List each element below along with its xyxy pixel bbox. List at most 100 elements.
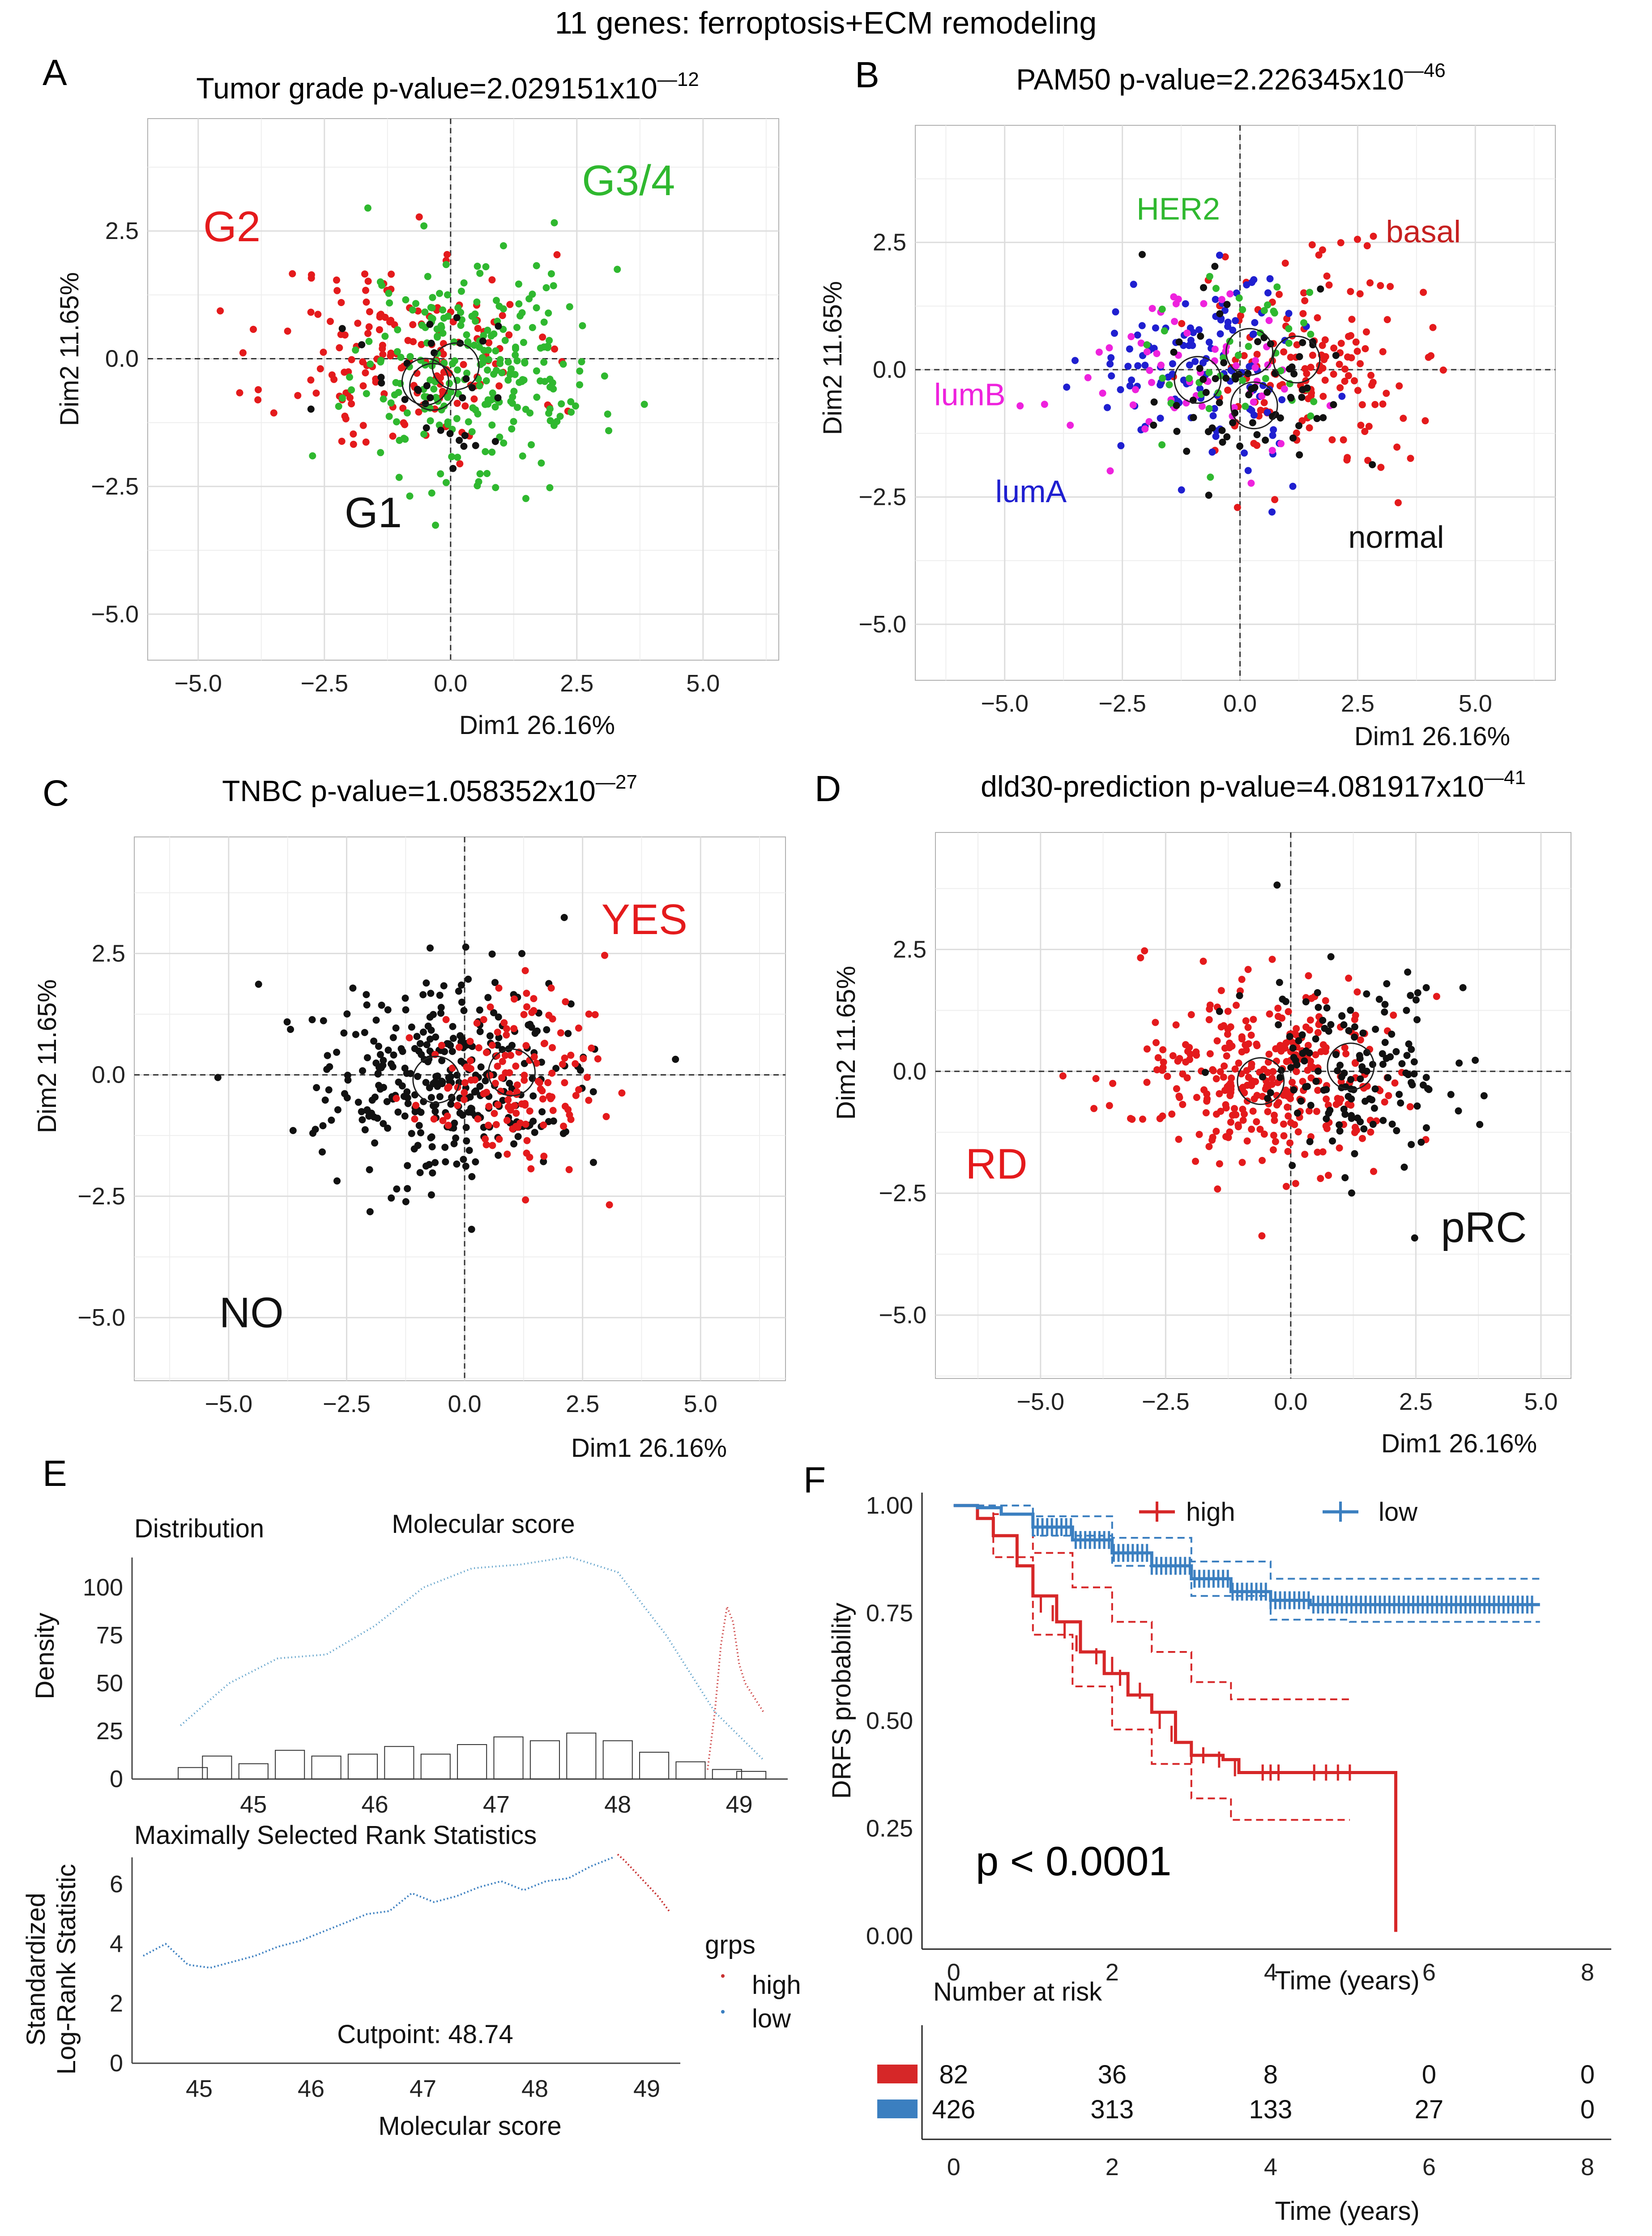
point-rd — [1238, 1035, 1246, 1043]
point-no — [467, 1105, 475, 1112]
point-no — [445, 1074, 452, 1081]
point-prc — [1397, 1099, 1404, 1107]
point-her2 — [1239, 376, 1246, 384]
point-g2 — [336, 344, 343, 351]
point-rd — [1192, 1048, 1200, 1056]
point-normal — [1317, 285, 1324, 293]
point-basal — [1330, 344, 1338, 352]
point-g34 — [558, 400, 565, 408]
point-prc — [1347, 1007, 1354, 1014]
panel-a-scatter: Tumor grade p-value=2.029151x10—12 −5.0 −2… — [55, 68, 779, 740]
point-lumb — [1016, 402, 1024, 410]
point-yes — [492, 1121, 500, 1128]
point-yes — [485, 1122, 492, 1129]
point-normal — [1202, 388, 1210, 396]
point-rd — [1280, 1132, 1288, 1139]
point-basal — [1321, 376, 1329, 384]
point-rd — [1245, 1040, 1252, 1048]
point-prc — [1384, 1074, 1392, 1081]
histogram-bin — [311, 1755, 341, 1779]
point-rd — [1231, 1105, 1238, 1112]
point-prc — [1402, 1069, 1410, 1077]
legend-label-high: high — [1186, 1498, 1235, 1527]
point-g2 — [342, 389, 350, 397]
point-lumb — [1211, 346, 1219, 353]
group-label: lumA — [995, 474, 1067, 509]
point-basal — [1309, 351, 1316, 359]
point-luma — [1134, 331, 1141, 339]
point-rd — [1217, 1108, 1225, 1115]
point-prc — [1336, 1127, 1344, 1135]
point-basal — [1361, 428, 1369, 435]
point-no — [388, 1060, 395, 1068]
x-tick-label: −2.5 — [300, 670, 348, 697]
point-prc — [1408, 1141, 1415, 1148]
point-lumb — [1268, 447, 1276, 454]
point-no — [404, 1185, 411, 1192]
point-basal — [1377, 282, 1384, 290]
point-yes — [585, 1097, 593, 1104]
point-prc — [1472, 1057, 1479, 1064]
y-tick-label: 2.5 — [893, 936, 926, 963]
x-axis-label: Dim1 26.16% — [1381, 1429, 1537, 1458]
point-yes — [475, 1044, 482, 1052]
point-rd — [1381, 1098, 1388, 1106]
point-yes — [523, 1003, 530, 1011]
point-prc — [1336, 1062, 1344, 1069]
point-prc — [1392, 1048, 1400, 1055]
point-prc — [1459, 984, 1467, 991]
point-normal — [1173, 402, 1180, 409]
point-luma — [1180, 376, 1187, 384]
point-g34 — [309, 452, 316, 460]
point-lumb — [1277, 440, 1285, 448]
point-prc — [1455, 1107, 1462, 1115]
point-prc — [1338, 1012, 1346, 1020]
point-prc — [1396, 1091, 1403, 1098]
point-no — [372, 1016, 380, 1024]
legend-label-high: high — [752, 1971, 801, 2000]
point-rd — [1342, 1050, 1350, 1058]
point-rd — [1227, 1080, 1234, 1087]
risk-table-x-tick: 0 — [947, 2154, 960, 2181]
point-yes — [527, 1165, 535, 1173]
point-her2 — [1270, 307, 1277, 315]
point-luma — [1250, 330, 1257, 338]
point-g34 — [568, 408, 575, 416]
point-luma — [1189, 341, 1196, 349]
point-g34 — [519, 452, 526, 460]
y-tick-label: 0.25 — [866, 1815, 913, 1842]
point-rd — [1336, 1144, 1343, 1152]
point-yes — [544, 1079, 552, 1086]
point-no — [319, 1122, 327, 1130]
y-tick-label: 2.5 — [105, 218, 139, 244]
point-no — [453, 1160, 461, 1168]
point-her2 — [1273, 283, 1281, 291]
point-normal — [1216, 399, 1223, 406]
point-g2 — [440, 350, 447, 358]
point-basal — [1358, 401, 1366, 409]
point-rd — [1244, 1024, 1252, 1031]
point-g2 — [284, 327, 291, 335]
point-prc — [1381, 1039, 1389, 1046]
point-rd — [1248, 1060, 1255, 1068]
centroid-ellipse — [1327, 1042, 1375, 1091]
point-no — [543, 1026, 551, 1033]
point-g2 — [346, 394, 354, 401]
point-luma — [1186, 361, 1193, 369]
point-luma — [1157, 414, 1164, 422]
point-prc — [1336, 1121, 1343, 1129]
point-prc — [1363, 1067, 1370, 1075]
risk-count-low: 0 — [1580, 2095, 1595, 2124]
point-no — [495, 1013, 502, 1021]
point-no — [384, 1006, 392, 1014]
point-g34 — [572, 402, 579, 410]
point-rd — [1226, 1039, 1233, 1047]
point-no — [431, 1108, 439, 1115]
point-normal — [1260, 334, 1268, 341]
point-g34 — [377, 449, 384, 457]
x-tick-label: 46 — [298, 2075, 324, 2102]
point-g34 — [542, 284, 550, 291]
point-g2 — [361, 270, 368, 278]
histogram-bin — [736, 1771, 767, 1779]
point-rd — [1092, 1075, 1100, 1082]
